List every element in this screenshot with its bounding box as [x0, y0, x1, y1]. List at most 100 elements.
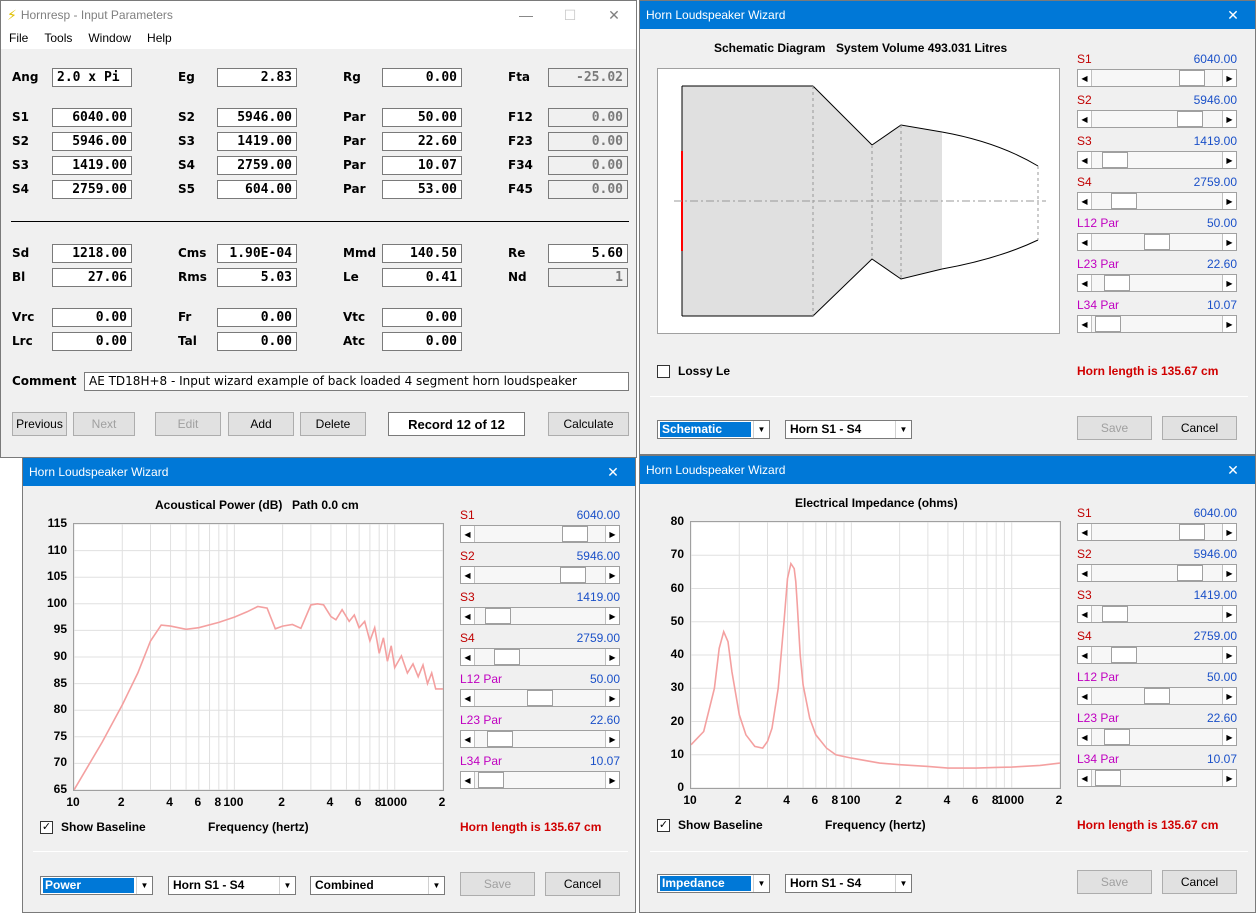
slider-scrollbar[interactable]: ◀ ▶ [1077, 69, 1237, 87]
slider-track[interactable] [1092, 647, 1222, 663]
slider-thumb[interactable] [487, 731, 513, 747]
slider-track[interactable] [1092, 234, 1222, 250]
s2-field[interactable]: 5946.00 [52, 132, 132, 151]
nd-field[interactable]: 1 [548, 268, 628, 287]
segment-select[interactable]: Horn S1 - S4 ▼ [785, 874, 912, 893]
slider-scrollbar[interactable]: ◀ ▶ [1077, 110, 1237, 128]
minimize-button[interactable]: — [519, 7, 533, 23]
slider-scrollbar[interactable]: ◀ ▶ [460, 525, 620, 543]
chevron-down-icon[interactable]: ▼ [895, 875, 911, 892]
s4-field[interactable]: 2759.00 [52, 180, 132, 199]
rms-field[interactable]: 5.03 [217, 268, 297, 287]
par3-field[interactable]: 10.07 [382, 156, 462, 175]
slider-thumb[interactable] [485, 608, 511, 624]
par2-field[interactable]: 22.60 [382, 132, 462, 151]
slider-scrollbar[interactable]: ◀ ▶ [460, 607, 620, 625]
vtc-field[interactable]: 0.00 [382, 308, 462, 327]
slider-scrollbar[interactable]: ◀ ▶ [1077, 192, 1237, 210]
chevron-left-icon[interactable]: ◀ [461, 649, 475, 665]
menu-tools[interactable]: Tools [44, 31, 73, 45]
chevron-left-icon[interactable]: ◀ [461, 731, 475, 747]
s3-field[interactable]: 1419.00 [52, 156, 132, 175]
s5-field[interactable]: 604.00 [217, 180, 297, 199]
checkmark-icon[interactable]: ✓ [657, 818, 670, 832]
slider-scrollbar[interactable]: ◀ ▶ [460, 730, 620, 748]
chevron-right-icon[interactable]: ▶ [605, 772, 619, 788]
comment-field[interactable]: AE TD18H+8 - Input wizard example of bac… [84, 372, 629, 391]
chevron-left-icon[interactable]: ◀ [1078, 606, 1092, 622]
chevron-left-icon[interactable]: ◀ [1078, 275, 1092, 291]
save-button[interactable]: Save [460, 872, 535, 896]
chevron-right-icon[interactable]: ▶ [605, 731, 619, 747]
slider-thumb[interactable] [1179, 70, 1205, 86]
chevron-left-icon[interactable]: ◀ [1078, 524, 1092, 540]
chevron-right-icon[interactable]: ▶ [1222, 193, 1236, 209]
lossy-le-checkbox[interactable]: Lossy Le [657, 364, 730, 378]
slider-track[interactable] [475, 731, 605, 747]
previous-button[interactable]: Previous [12, 412, 67, 436]
slider-scrollbar[interactable]: ◀ ▶ [1077, 151, 1237, 169]
lossy-le-box[interactable] [657, 364, 670, 378]
cancel-button[interactable]: Cancel [1162, 416, 1237, 440]
slider-thumb[interactable] [1111, 647, 1137, 663]
add-button[interactable]: Add [228, 412, 294, 436]
next-button[interactable]: Next [73, 412, 135, 436]
slider-scrollbar[interactable]: ◀ ▶ [1077, 728, 1237, 746]
show-baseline-checkbox[interactable]: ✓ Show Baseline [657, 818, 763, 832]
chevron-left-icon[interactable]: ◀ [1078, 647, 1092, 663]
chevron-down-icon[interactable]: ▼ [136, 877, 152, 894]
view-select[interactable]: Schematic ▼ [657, 420, 770, 439]
atc-field[interactable]: 0.00 [382, 332, 462, 351]
fr-field[interactable]: 0.00 [217, 308, 297, 327]
slider-scrollbar[interactable]: ◀ ▶ [1077, 646, 1237, 664]
slider-scrollbar[interactable]: ◀ ▶ [1077, 233, 1237, 251]
cancel-button[interactable]: Cancel [545, 872, 620, 896]
schematic-titlebar[interactable]: Horn Loudspeaker Wizard ✕ [640, 1, 1255, 29]
chevron-down-icon[interactable]: ▼ [279, 877, 295, 894]
chevron-down-icon[interactable]: ▼ [895, 421, 911, 438]
chevron-down-icon[interactable]: ▼ [753, 875, 769, 892]
chevron-right-icon[interactable]: ▶ [1222, 524, 1236, 540]
s2-field-col2[interactable]: 5946.00 [217, 108, 297, 127]
chevron-left-icon[interactable]: ◀ [1078, 152, 1092, 168]
slider-scrollbar[interactable]: ◀ ▶ [460, 566, 620, 584]
chevron-left-icon[interactable]: ◀ [1078, 193, 1092, 209]
chevron-right-icon[interactable]: ▶ [1222, 770, 1236, 786]
chevron-right-icon[interactable]: ▶ [605, 649, 619, 665]
chevron-right-icon[interactable]: ▶ [1222, 275, 1236, 291]
slider-thumb[interactable] [1095, 316, 1121, 332]
chevron-right-icon[interactable]: ▶ [1222, 688, 1236, 704]
slider-thumb[interactable] [1177, 565, 1203, 581]
close-button[interactable]: ✕ [608, 6, 620, 23]
slider-track[interactable] [475, 526, 605, 542]
chevron-right-icon[interactable]: ▶ [1222, 152, 1236, 168]
chevron-right-icon[interactable]: ▶ [605, 526, 619, 542]
view-select[interactable]: Power ▼ [40, 876, 153, 895]
slider-track[interactable] [1092, 70, 1222, 86]
delete-button[interactable]: Delete [300, 412, 366, 436]
slider-track[interactable] [475, 649, 605, 665]
segment-select[interactable]: Horn S1 - S4 ▼ [168, 876, 296, 895]
chevron-left-icon[interactable]: ◀ [1078, 111, 1092, 127]
chevron-right-icon[interactable]: ▶ [1222, 111, 1236, 127]
slider-scrollbar[interactable]: ◀ ▶ [1077, 274, 1237, 292]
slider-track[interactable] [1092, 316, 1222, 332]
close-button[interactable]: ✕ [1227, 461, 1239, 478]
lrc-field[interactable]: 0.00 [52, 332, 132, 351]
slider-scrollbar[interactable]: ◀ ▶ [460, 648, 620, 666]
power-titlebar[interactable]: Horn Loudspeaker Wizard ✕ [23, 458, 635, 486]
slider-thumb[interactable] [1144, 688, 1170, 704]
edit-button[interactable]: Edit [155, 412, 221, 436]
rg-field[interactable]: 0.00 [382, 68, 462, 87]
mmd-field[interactable]: 140.50 [382, 244, 462, 263]
chevron-left-icon[interactable]: ◀ [1078, 565, 1092, 581]
slider-track[interactable] [475, 608, 605, 624]
slider-track[interactable] [1092, 524, 1222, 540]
chevron-left-icon[interactable]: ◀ [461, 526, 475, 542]
slider-scrollbar[interactable]: ◀ ▶ [1077, 564, 1237, 582]
s4-field-col2[interactable]: 2759.00 [217, 156, 297, 175]
slider-scrollbar[interactable]: ◀ ▶ [460, 689, 620, 707]
ang-field[interactable]: 2.0 x Pi [52, 68, 132, 87]
chevron-left-icon[interactable]: ◀ [461, 772, 475, 788]
slider-scrollbar[interactable]: ◀ ▶ [460, 771, 620, 789]
